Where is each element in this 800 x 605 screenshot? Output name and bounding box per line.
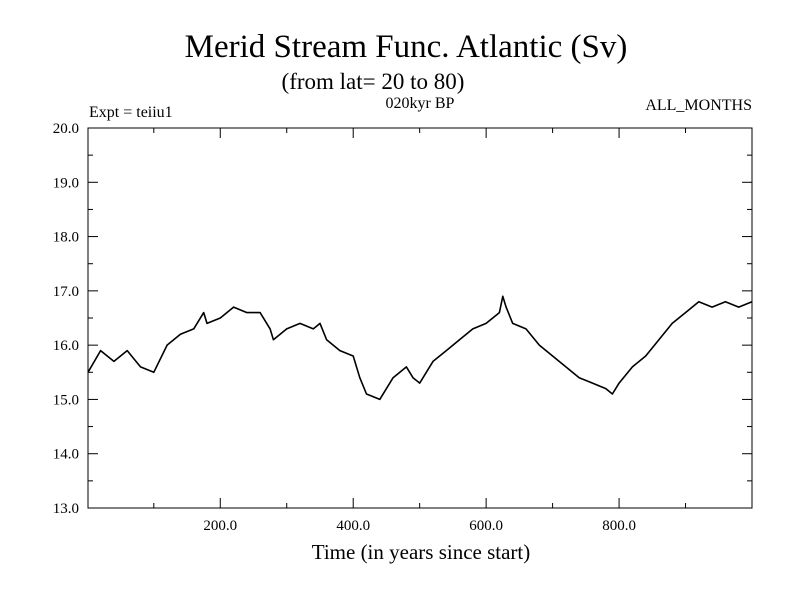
chart-title: Merid Stream Func. Atlantic (Sv) bbox=[185, 29, 628, 65]
x-tick-label: 200.0 bbox=[203, 518, 237, 534]
y-tick-label: 14.0 bbox=[53, 447, 79, 463]
y-tick-label: 17.0 bbox=[53, 284, 79, 300]
y-tick-label: 19.0 bbox=[53, 175, 79, 191]
series-line bbox=[87, 295, 753, 401]
y-tick-label: 18.0 bbox=[53, 230, 79, 246]
chart-subtitle: (from lat= 20 to 80) bbox=[282, 69, 465, 94]
y-tick-label: 20.0 bbox=[53, 121, 79, 137]
x-tick-label: 800.0 bbox=[602, 518, 636, 534]
y-axis: 13.0 14.0 15.0 16.0 17.0 18.0 19.0 20.0 bbox=[53, 121, 752, 517]
x-tick-label: 600.0 bbox=[469, 518, 503, 534]
months-label: ALL_MONTHS bbox=[645, 97, 752, 114]
y-tick-label: 16.0 bbox=[53, 338, 79, 354]
y-tick-label: 15.0 bbox=[53, 392, 79, 408]
experiment-label: Expt = teiiu1 bbox=[89, 104, 173, 121]
x-axis-label: Time (in years since start) bbox=[312, 540, 531, 564]
period-label: 020kyr BP bbox=[386, 95, 455, 112]
y-tick-label: 13.0 bbox=[53, 501, 79, 517]
x-axis: 200.0 400.0 600.0 800.0 bbox=[153, 128, 753, 534]
plot-frame bbox=[87, 127, 753, 509]
x-tick-label: 400.0 bbox=[336, 518, 370, 534]
